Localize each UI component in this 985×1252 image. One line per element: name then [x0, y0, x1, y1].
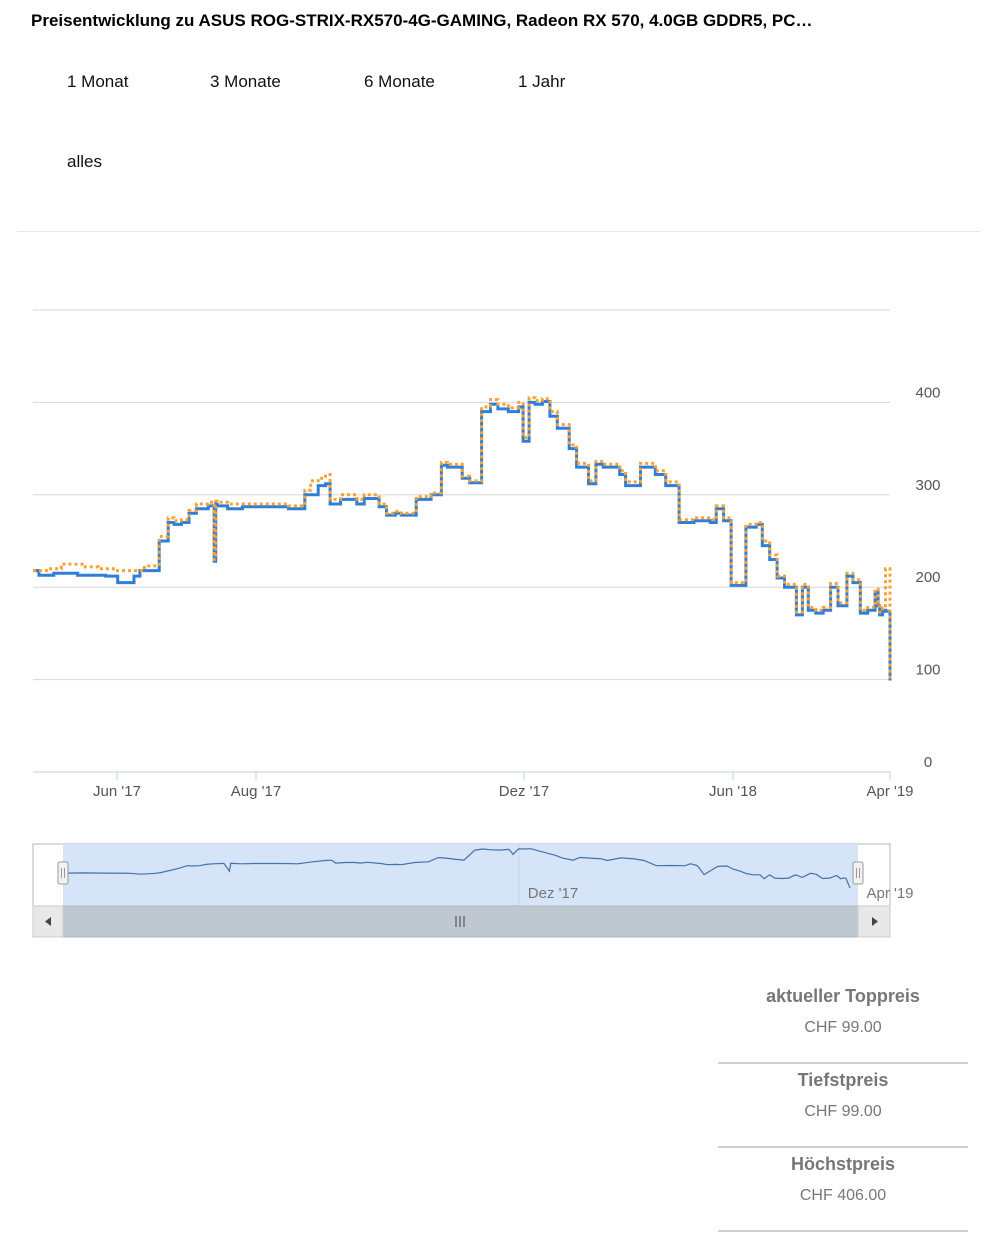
y-tick-label: 300 — [915, 477, 940, 494]
stat-lowest-price: Tiefstpreis CHF 99.00 — [718, 1064, 968, 1148]
stat-label: Höchstpreis — [790, 1154, 896, 1174]
y-tick-label: 100 — [915, 662, 940, 679]
y-tick-label: 400 — [915, 384, 940, 401]
x-tick-label: Apr '19 — [866, 783, 913, 800]
x-tick-label: Jun '18 — [709, 783, 757, 800]
series-line-2 — [33, 396, 892, 681]
chart-grid — [33, 309, 890, 681]
navigator-handle[interactable] — [852, 861, 864, 885]
navigator-handle[interactable] — [57, 861, 69, 885]
range-6-months-button[interactable]: 6 Monate — [364, 72, 435, 91]
navigator-label: Dez '17 — [528, 885, 578, 902]
x-axis: Jun '17 Aug '17 Dez '17 Jun '18 Apr '19 — [33, 771, 914, 800]
stat-current-top-price: aktueller Toppreis CHF 99.00 — [718, 980, 968, 1064]
y-tick-label: 200 — [915, 569, 940, 586]
y-tick-label: 0 — [924, 754, 932, 771]
x-tick-label: Aug '17 — [231, 783, 281, 800]
stat-label: Tiefstpreis — [797, 1070, 889, 1090]
navigator[interactable]: Dez '17 Apr '19 — [32, 843, 914, 938]
navigator-label: Apr '19 — [866, 885, 913, 902]
range-3-months-button[interactable]: 3 Monate — [210, 72, 281, 91]
arrow-left-icon — [45, 917, 51, 926]
range-all-button[interactable]: alles — [67, 152, 102, 171]
stat-label: aktueller Toppreis — [766, 986, 920, 1006]
arrow-right-icon — [872, 917, 878, 926]
navigator-series-line — [62, 848, 851, 889]
chart-series — [33, 396, 892, 681]
stat-value: CHF 406.00 — [799, 1187, 887, 1204]
series-line-1 — [33, 400, 892, 681]
page-title: Preisentwicklung zu ASUS ROG-STRIX-RX570… — [31, 11, 813, 30]
stat-highest-price: Höchstpreis CHF 406.00 — [718, 1148, 968, 1232]
range-1-year-button[interactable]: 1 Jahr — [518, 72, 566, 91]
header-divider — [17, 231, 981, 232]
x-tick-label: Jun '17 — [93, 783, 141, 800]
x-tick-label: Dez '17 — [499, 783, 549, 800]
price-stats: aktueller Toppreis CHF 99.00 Tiefstpreis… — [718, 980, 968, 1232]
navigator-selection[interactable] — [63, 844, 858, 906]
y-axis: 0 100 200 300 400 — [915, 384, 940, 771]
stat-value: CHF 99.00 — [804, 1019, 882, 1036]
range-1-month-button[interactable]: 1 Monat — [67, 72, 129, 91]
stat-value: CHF 99.00 — [804, 1103, 882, 1120]
